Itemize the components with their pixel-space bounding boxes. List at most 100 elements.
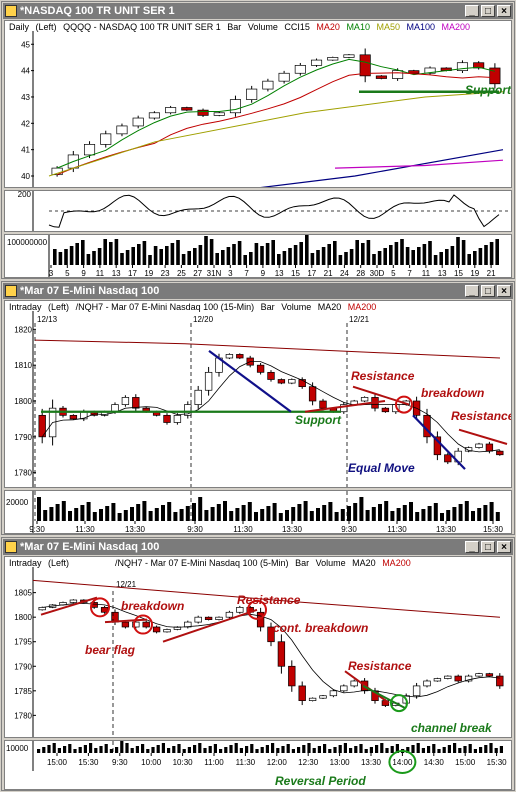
x-label-16: 17 <box>307 269 316 277</box>
candle-body <box>132 117 144 127</box>
x-label-23: 11 <box>422 269 431 277</box>
maximize-button[interactable]: □ <box>481 5 495 17</box>
symbol-label: /NQH7 - Mar 07 E-Mini Nasdaq 100 (15-Min… <box>75 302 255 312</box>
volume-bar <box>390 511 395 521</box>
window-titlebar[interactable]: *Mar 07 E-Mini Nasdaq 100 _ □ × <box>3 539 513 555</box>
price-pane[interactable]: Daily (Left) QQQQ - NASDAQ 100 TR UNIT S… <box>4 20 512 188</box>
candle-body <box>38 607 46 611</box>
x-label-18: 24 <box>340 269 349 277</box>
volume-bar <box>210 507 215 521</box>
volume-chart: 20000 9:30 11:30 13:30 9:30 11:30 13:30 9:30 11:… <box>6 491 504 533</box>
volume-bar <box>154 508 159 521</box>
candle-body <box>121 397 130 405</box>
close-button[interactable]: × <box>497 5 511 17</box>
x-label-25: 15 <box>454 269 463 277</box>
volume-bar <box>255 749 259 753</box>
price-pane[interactable]: /NQH7 - Mar 07 E-Mini Nasdaq 100 (5-Min)… <box>4 556 512 738</box>
volume-bar <box>285 510 289 521</box>
resistance-annotation-2: Resistance <box>451 409 512 423</box>
candle-body <box>142 621 150 628</box>
ma20-label: MA20 <box>352 558 376 568</box>
close-button[interactable]: × <box>497 541 511 553</box>
x-label-10: 31N <box>207 269 222 277</box>
candle-body <box>278 72 290 82</box>
breakdown-circle <box>395 395 413 414</box>
volume-bar <box>371 507 376 521</box>
x-label-1: 5 <box>65 269 70 277</box>
candle-body <box>256 364 265 373</box>
ma200-line <box>32 579 501 618</box>
volume-bar <box>226 247 231 265</box>
x-label-3: 10:00 <box>141 758 162 767</box>
x-label-7: 23 <box>161 269 170 277</box>
x-label-5: 13:30 <box>282 525 303 533</box>
volume-bar <box>305 235 309 265</box>
x-label-0: 15:00 <box>47 758 68 767</box>
volume-bar <box>417 247 421 265</box>
scale-label: (Left) <box>35 22 57 32</box>
volume-bar <box>447 745 451 753</box>
volume-tick: 100000000 <box>7 238 48 247</box>
volume-bar <box>146 749 150 753</box>
volume-bar <box>123 510 128 521</box>
breakdown-circle <box>90 597 110 618</box>
volume-bar <box>120 741 124 753</box>
volume-bar <box>473 749 477 753</box>
volume-bar <box>385 748 389 753</box>
volume-bar <box>61 501 66 521</box>
volume-bar <box>427 746 431 753</box>
x-label-1: 11:30 <box>75 525 95 533</box>
cci-tick-200: 200 <box>18 191 32 199</box>
price-chart: 1820 1810 1800 1790 1780 12/13 12/20 12/21 <box>14 311 508 487</box>
y-label-0: 1820 <box>14 325 32 334</box>
volume-bar <box>172 746 176 753</box>
volume-bar <box>369 747 373 753</box>
close-button[interactable]: × <box>497 285 511 297</box>
price-chart: 45 44 43 42 41 40 <box>21 31 504 187</box>
y-label-4: 1785 <box>14 687 32 696</box>
y-label-2: 1795 <box>14 638 32 647</box>
interval-label: Intraday <box>9 558 42 568</box>
volume-bar <box>458 504 463 521</box>
volume-bar <box>181 254 186 265</box>
x-label-8: 13:30 <box>436 525 457 533</box>
flag-trend-line <box>162 608 258 643</box>
decline-line <box>208 349 292 413</box>
volume-bar <box>159 249 163 265</box>
equal-move-annotation: Equal Move <box>348 461 415 475</box>
volume-chart: 100000000 3 5 9 11 13 17 19 23 25 27 31N 3 7 9 13 15 17 21… <box>7 235 499 277</box>
minimize-button[interactable]: _ <box>465 5 479 17</box>
minimize-button[interactable]: _ <box>465 541 479 553</box>
candle-body <box>423 680 431 687</box>
candle-body <box>225 611 234 618</box>
ma200-line <box>34 339 501 359</box>
minimize-button[interactable]: _ <box>465 285 479 297</box>
volume-bar <box>355 240 359 265</box>
reversal-period-annotation: Reversal Period <box>275 774 366 788</box>
volume-bar <box>185 506 190 521</box>
volume-bar <box>68 511 72 521</box>
volume-bar <box>47 745 51 753</box>
y-label-1: 1800 <box>14 613 32 622</box>
window-titlebar[interactable]: *NASDAQ 100 TR UNIT SER 1 _ □ × <box>3 3 513 19</box>
x-label-0: 9:30 <box>29 525 45 533</box>
volume-bar <box>260 246 264 265</box>
volume-bar <box>57 748 61 753</box>
volume-bar <box>334 512 339 521</box>
chart-header-left: Intraday (Left) <box>9 558 73 568</box>
volume-bar <box>111 503 116 521</box>
window-title: *NASDAQ 100 TR UNIT SER 1 <box>20 5 175 17</box>
volume-bar <box>266 506 271 521</box>
volume-bar <box>421 748 425 753</box>
volume-bar <box>394 242 399 265</box>
volume-bar <box>193 248 197 265</box>
volume-bar <box>177 744 181 753</box>
maximize-button[interactable]: □ <box>481 285 495 297</box>
volume-bar <box>215 253 219 265</box>
candle-body <box>360 397 369 402</box>
price-pane[interactable]: Intraday (Left) /NQH7 - Mar 07 E-Mini Na… <box>4 300 512 488</box>
window-titlebar[interactable]: *Mar 07 E-Mini Nasdaq 100 _ □ × <box>3 283 513 299</box>
volume-bar <box>125 743 129 753</box>
maximize-button[interactable]: □ <box>481 541 495 553</box>
volume-bar <box>411 250 415 265</box>
